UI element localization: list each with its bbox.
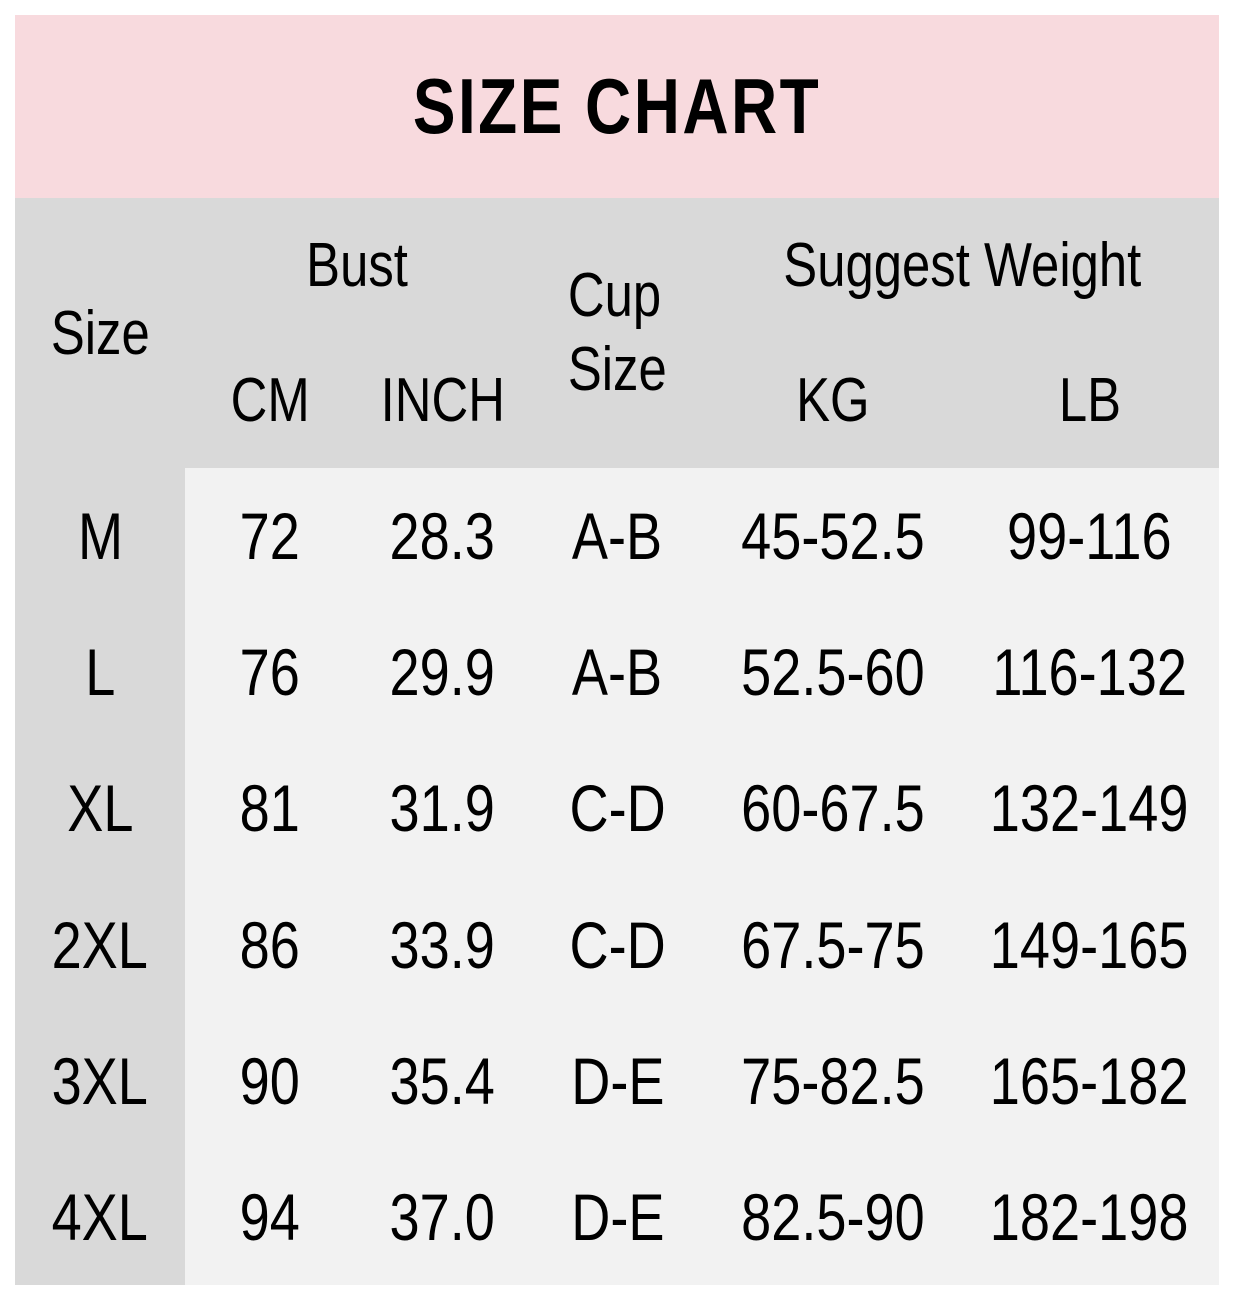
cup-size-line-1: Cup	[568, 261, 662, 330]
title-bar: SIZE CHART	[15, 15, 1219, 198]
size-chart-sheet: SIZE CHART Size Bust Cup Size Suggest We…	[15, 15, 1219, 1285]
cup-size-lines: Cup Size	[568, 259, 667, 407]
header-cell-size: Size	[50, 298, 150, 368]
cell-bust-inch-l: 29.9	[389, 635, 496, 710]
header-cell-bust: Bust	[306, 231, 409, 300]
cell-weight-kg-xl: 60-67.5	[740, 771, 925, 846]
cell-cup-size-2xl: C-D	[569, 907, 666, 982]
cell-size-4xl: 4XL	[51, 1179, 149, 1254]
cell-bust-cm-3xl: 90	[239, 1043, 301, 1118]
cell-weight-lb-xl: 132-149	[990, 771, 1189, 846]
cell-weight-lb-4xl: 182-198	[990, 1179, 1189, 1254]
cell-bust-inch-4xl: 37.0	[389, 1179, 496, 1254]
cell-size-xl: XL	[66, 771, 134, 846]
cell-weight-kg-3xl: 75-82.5	[740, 1043, 925, 1118]
cell-weight-lb-l: 116-132	[992, 635, 1187, 710]
cell-cup-size-l: A-B	[572, 635, 663, 710]
cell-cup-size-m: A-B	[572, 499, 663, 574]
page-title-text: SIZE CHART	[412, 62, 822, 150]
page-title: SIZE CHART	[368, 61, 866, 152]
cell-bust-inch-xl: 31.9	[389, 771, 496, 846]
cell-cup-size-3xl: D-E	[570, 1043, 665, 1118]
cell-bust-inch-3xl: 35.4	[389, 1043, 496, 1118]
cell-cup-size-xl: C-D	[569, 771, 666, 846]
header-cell-lb: LB	[1058, 366, 1121, 435]
cell-size-m: M	[77, 499, 123, 574]
cell-bust-inch-m: 28.3	[389, 499, 496, 574]
table-header: Size Bust Cup Size Suggest Weight CM INC…	[15, 198, 1219, 468]
cup-size-line-2: Size	[568, 335, 667, 404]
cell-weight-kg-l: 52.5-60	[740, 635, 925, 710]
header-cell-kg: KG	[795, 366, 870, 435]
cell-bust-cm-l: 76	[239, 635, 301, 710]
cell-bust-cm-m: 72	[239, 499, 301, 574]
cell-weight-lb-m: 99-116	[1007, 499, 1172, 574]
cell-weight-lb-2xl: 149-165	[990, 907, 1189, 982]
header-cell-suggest-weight: Suggest Weight	[782, 231, 1141, 300]
table-body: M 72 28.3 A-B 45-52.5 99-116 L 76 29.9 A…	[15, 468, 1219, 1285]
header-cell-cm: CM	[230, 366, 310, 435]
cell-size-l: L	[84, 635, 116, 710]
cell-weight-kg-2xl: 67.5-75	[740, 907, 925, 982]
cell-bust-cm-2xl: 86	[239, 907, 301, 982]
cell-weight-kg-4xl: 82.5-90	[740, 1179, 925, 1254]
cell-weight-kg-m: 45-52.5	[740, 499, 925, 574]
cell-size-2xl: 2XL	[51, 907, 149, 982]
header-cell-cup-size: Cup Size	[530, 198, 705, 468]
cell-bust-cm-xl: 81	[239, 771, 301, 846]
cell-cup-size-4xl: D-E	[570, 1179, 665, 1254]
cell-bust-inch-2xl: 33.9	[389, 907, 496, 982]
cell-size-3xl: 3XL	[51, 1043, 149, 1118]
header-cell-inch: INCH	[380, 366, 505, 435]
cell-bust-cm-4xl: 94	[239, 1179, 301, 1254]
cell-weight-lb-3xl: 165-182	[990, 1043, 1189, 1118]
